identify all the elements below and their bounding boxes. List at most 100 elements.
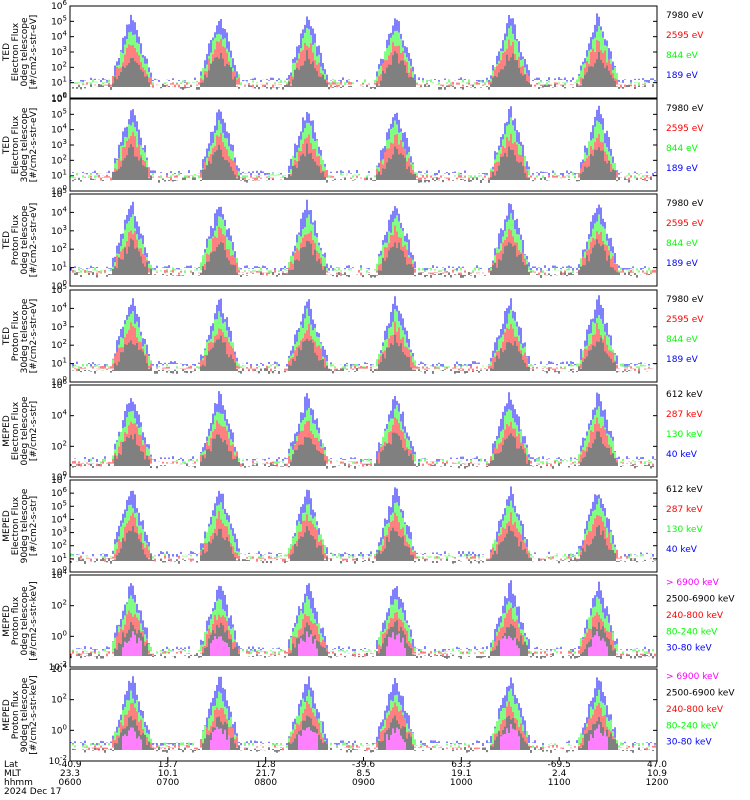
series-red-trace (70, 417, 654, 467)
y-tick-label: 102 (51, 599, 67, 612)
y-tick-label: 100 (51, 184, 67, 197)
panel-frame (69, 479, 658, 573)
y-tick-label: 100 (51, 565, 67, 578)
series-red-trace (74, 701, 656, 751)
x-row-label: 2024 Dec 17 (4, 787, 62, 797)
y-axis-label: TEDProton Flux30deg telescope[#/cm2-s-st… (2, 298, 39, 373)
legend-entry: > 6900 keV (666, 578, 720, 588)
series-blue-trace (76, 580, 650, 652)
y-tick-label: 104 (51, 662, 67, 675)
legend-entry: 7980 eV (666, 11, 704, 21)
x-tick-label: -69.5 (548, 760, 571, 770)
y-axis-label: MEPEDProton flux0deg telescope[#/cm2-s-s… (2, 581, 39, 660)
legend-entry: 2595 eV (666, 31, 704, 41)
y-tick-label: 104 (51, 30, 67, 43)
y-tick-label: 102 (51, 242, 67, 255)
y-tick-label: 100 (51, 629, 67, 642)
y-tick-label: 102 (51, 693, 67, 706)
y-tick-label: 107 (51, 473, 67, 486)
x-tick-label: 19.1 (451, 769, 471, 779)
y-tick-label: 10-2 (49, 660, 67, 673)
x-tick-label: 1200 (646, 778, 669, 788)
series-black-trace (72, 143, 654, 183)
legend-entry: 2500-6900 keV (666, 688, 735, 698)
x-tick-label: 47.0 (647, 760, 667, 770)
legend-entry: 80-240 keV (666, 721, 718, 731)
series-black-trace (72, 50, 654, 90)
x-row-label: hhmm (4, 778, 33, 788)
y-tick-label: 103 (51, 320, 67, 333)
x-tick-label: 63.3 (451, 760, 471, 770)
y-tick-label: 103 (51, 45, 67, 58)
x-tick-label: 12.8 (256, 760, 276, 770)
panel-frame (69, 668, 658, 762)
legend-entry: 2595 eV (666, 124, 704, 134)
panel-4: 100 101 102 103 104 105 TEDProton Flux30deg te… (2, 283, 704, 388)
panel-8: 10-2 100 102 104 MEPEDProton flux90deg teles… (2, 662, 735, 767)
series-green-trace (70, 595, 654, 655)
x-tick-label: 2.4 (552, 769, 567, 779)
y-tick-label: 100 (51, 470, 67, 483)
y-tick-label: 105 (51, 107, 67, 120)
legend-entry: 844 eV (666, 239, 699, 249)
series-green-trace (72, 688, 656, 749)
y-tick-label: 101 (51, 261, 67, 274)
legend-entry: 189 eV (666, 355, 699, 365)
legend-entry: 2500-6900 keV (666, 594, 735, 604)
legend-entry: 189 eV (666, 164, 699, 174)
series-black-trace (74, 238, 650, 278)
y-tick-label: 103 (51, 526, 67, 539)
series-blue-trace (70, 676, 656, 747)
y-tick-label: 104 (51, 512, 67, 525)
legend-entry: 40 keV (666, 545, 698, 555)
series-red-trace (72, 511, 652, 562)
y-axis-label: TEDProton Flux0deg telescope[#/cm2-s-str… (2, 203, 39, 278)
y-tick-label: 103 (51, 224, 67, 237)
x-tick-label: 0600 (59, 778, 82, 788)
legend-entry: 287 keV (666, 410, 703, 420)
x-tick-label: 1100 (548, 778, 571, 788)
legend-entry: 240-800 keV (666, 611, 724, 621)
y-axis-label: MEPEDProton flux90deg telescope[#/cm2-s-… (2, 675, 39, 754)
x-row-label: Lat (4, 760, 19, 770)
y-tick-label: 100 (51, 375, 67, 388)
y-tick-label: 105 (51, 283, 67, 296)
y-tick-label: 104 (51, 568, 67, 581)
series-green-trace (72, 213, 656, 274)
legend-entry: 844 eV (666, 51, 699, 61)
panel-frame (69, 384, 658, 478)
y-tick-label: 100 (51, 279, 67, 292)
legend-entry: 612 keV (666, 390, 703, 400)
legend-entry: > 6900 keV (666, 672, 720, 682)
y-tick-label: 106 (51, 92, 67, 105)
y-tick-label: 102 (51, 539, 67, 552)
series-green-trace (84, 404, 652, 465)
series-black-trace (70, 525, 656, 564)
y-tick-label: 106 (51, 0, 67, 12)
y-tick-label: 105 (51, 499, 67, 512)
legend-entry: 844 eV (666, 335, 699, 345)
y-axis-label: MEPEDElectron Flux0deg telescope[#/cm2-s… (2, 396, 39, 466)
legend-entry: 7980 eV (666, 199, 704, 209)
x-tick-label: 10.9 (647, 769, 667, 779)
x-tick-label: 0700 (156, 778, 179, 788)
y-axis-label: TEDElectron Flux0deg telescope[#/cm2-s-s… (2, 15, 39, 90)
legend-entry: 30-80 keV (666, 738, 712, 748)
y-tick-label: 101 (51, 357, 67, 370)
y-tick-label: 102 (51, 439, 67, 452)
x-tick-label: -40.9 (58, 760, 82, 770)
series-blue-trace (72, 486, 654, 558)
x-tick-label: 0900 (352, 778, 375, 788)
y-axis-label: MEPEDElectron Flux90deg telescope[#/cm2-… (2, 488, 39, 563)
panel-3: 100 101 102 103 104 105 TEDProton Flux0deg tel… (2, 187, 704, 292)
y-tick-label: 100 (51, 723, 67, 736)
legend-entry: 7980 eV (666, 295, 704, 305)
legend-entry: 612 keV (666, 485, 703, 495)
legend-entry: 130 keV (666, 525, 703, 535)
series-black-trace (70, 620, 656, 659)
panel-7: 10-2 100 102 104 MEPEDProton flux0deg telesc… (2, 568, 735, 673)
y-tick-label: 101 (51, 169, 67, 182)
